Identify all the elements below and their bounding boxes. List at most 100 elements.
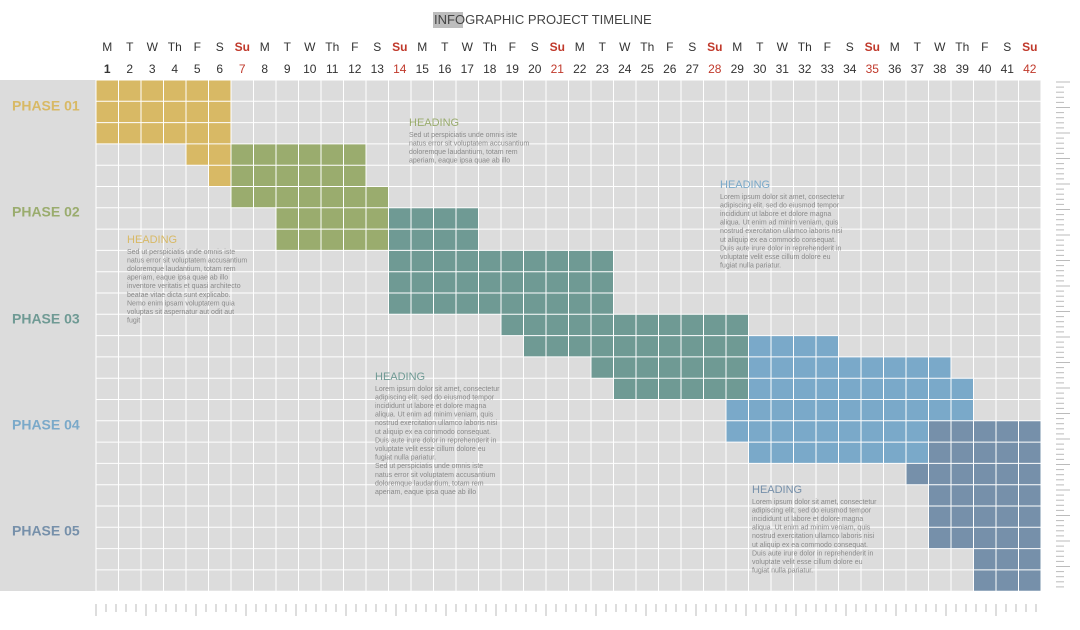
note-line: nostrud exercitation ullamco laboris nis… — [720, 228, 843, 235]
day-number: 7 — [239, 62, 246, 76]
note-line: aliqua. Ut enim ad minim veniam, quis — [752, 525, 871, 532]
note-line: Duis aute irure dolor in reprehenderit i… — [720, 245, 842, 252]
phase-label: PHASE 03 — [12, 311, 80, 327]
weekday: Th — [483, 40, 497, 54]
day-number: 26 — [663, 62, 677, 76]
note-line: ut aliquip ex ea commodo consequat. — [720, 237, 836, 244]
day-number: 42 — [1023, 62, 1037, 76]
day-number: 20 — [528, 62, 542, 76]
phase-block — [231, 186, 389, 208]
note-line: fugiat nulla pariatur. — [752, 568, 813, 575]
weekday: T — [756, 40, 764, 54]
weekday: W — [619, 40, 631, 54]
weekday: S — [373, 40, 381, 54]
day-number: 14 — [393, 62, 407, 76]
weekday: Th — [325, 40, 339, 54]
note-line: Lorem ipsum dolor sit amet, consectetur — [375, 386, 500, 393]
weekday: Su — [550, 40, 565, 54]
day-number: 15 — [416, 62, 430, 76]
day-number: 12 — [348, 62, 362, 76]
weekday: Th — [640, 40, 654, 54]
weekday: M — [417, 40, 427, 54]
phase-block — [928, 484, 1041, 549]
note-heading: HEADING — [409, 117, 459, 129]
day-number: 6 — [216, 62, 223, 76]
note-line: adipiscing elit, sed do eiusmod tempor — [752, 507, 872, 514]
note-line: voluptate velit esse cillum dolore eu — [375, 446, 486, 453]
note-line: voluptas sit aspernatur aut odit aut — [127, 309, 234, 316]
phase-block — [501, 314, 749, 336]
weekday: T — [441, 40, 449, 54]
day-number: 40 — [978, 62, 992, 76]
note-line: doloremque laudantium, totam rem — [409, 149, 518, 156]
weekday: Su — [1022, 40, 1037, 54]
day-number: 3 — [149, 62, 156, 76]
day-number: 24 — [618, 62, 632, 76]
note-line: fugiat nulla pariatur. — [375, 455, 436, 462]
note-line: ut aliquip ex ea commodo consequat. — [375, 429, 491, 436]
weekday: S — [846, 40, 854, 54]
day-number: 13 — [371, 62, 385, 76]
phase-block — [726, 399, 974, 421]
note-line: adipiscing elit, sed do eiusmod tempor — [375, 394, 495, 401]
day-number: 17 — [461, 62, 475, 76]
note-line: natus error sit voluptatem accusantium — [127, 257, 247, 264]
weekday: W — [462, 40, 474, 54]
weekday: F — [981, 40, 988, 54]
note-line: aperiam, eaque ipsa quae ab illo — [409, 158, 510, 165]
day-number: 41 — [1001, 62, 1015, 76]
day-number: 2 — [126, 62, 133, 76]
day-number: 23 — [596, 62, 610, 76]
note-line: fugit — [127, 318, 140, 325]
weekday: T — [914, 40, 922, 54]
note-line: aliqua. Ut enim ad minim veniam, quis — [720, 220, 839, 227]
weekday: Su — [865, 40, 880, 54]
title: INFOGRAPHIC PROJECT TIMELINE — [434, 12, 652, 27]
day-number: 5 — [194, 62, 201, 76]
day-number: 36 — [888, 62, 902, 76]
day-number: 21 — [551, 62, 565, 76]
weekday: M — [102, 40, 112, 54]
day-number: 34 — [843, 62, 857, 76]
note-heading: HEADING — [127, 234, 177, 246]
weekday: T — [284, 40, 292, 54]
day-number: 39 — [956, 62, 970, 76]
note-line: natus error sit voluptatem accusantium — [409, 140, 529, 147]
day-number: 31 — [776, 62, 790, 76]
note-line: Sed ut perspiciatis unde omnis iste — [127, 249, 235, 256]
weekday: S — [531, 40, 539, 54]
day-number: 27 — [686, 62, 700, 76]
weekday: M — [890, 40, 900, 54]
note-heading: HEADING — [375, 371, 425, 383]
weekday: Su — [707, 40, 722, 54]
note-line: aperiam, eaque ipsa quae ab illo — [375, 489, 476, 496]
day-number: 37 — [911, 62, 925, 76]
weekday: Su — [235, 40, 250, 54]
title-highlight — [433, 12, 463, 28]
note-line: Nemo enim ipsam voluptatem quia — [127, 300, 235, 307]
weekday: W — [304, 40, 316, 54]
weekday: Su — [392, 40, 407, 54]
note-heading: HEADING — [752, 484, 802, 496]
weekday: M — [260, 40, 270, 54]
note-line: doloremque laudantium, totam rem — [375, 480, 484, 487]
phase-block — [591, 356, 749, 379]
note-line: nostrud exercitation ullamco laboris nis… — [752, 533, 875, 540]
weekday: T — [599, 40, 607, 54]
day-number: 11 — [326, 62, 339, 76]
day-number: 28 — [708, 62, 722, 76]
note-line: ut aliquip ex ea commodo consequat. — [752, 542, 868, 549]
weekday: M — [732, 40, 742, 54]
note-line: Lorem ipsum dolor sit amet, consectetur — [752, 499, 877, 506]
note-line: aliqua. Ut enim ad minim veniam, quis — [375, 412, 494, 419]
day-number: 10 — [303, 62, 317, 76]
note-line: incididunt ut labore et dolore magna — [752, 516, 863, 523]
weekday: F — [194, 40, 201, 54]
day-number: 25 — [641, 62, 655, 76]
note-line: voluptate velit esse cillum dolore eu — [752, 559, 863, 566]
note-line: aperiam, eaque ipsa quae ab illo — [127, 275, 228, 282]
weekday: S — [688, 40, 696, 54]
weekday: S — [1003, 40, 1011, 54]
note-line: Lorem ipsum dolor sit amet, consectetur — [720, 194, 845, 201]
